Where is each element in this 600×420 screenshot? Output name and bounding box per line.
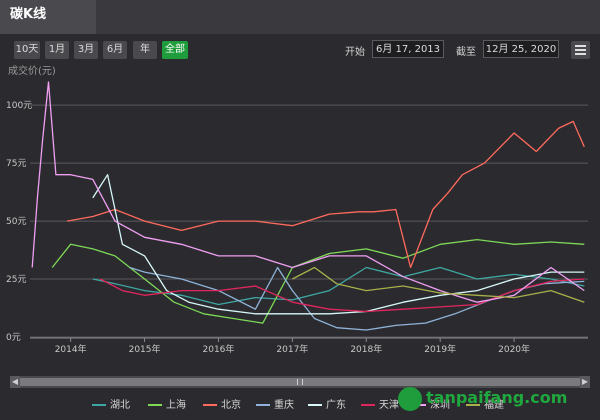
start-date-label: 开始 [345, 47, 365, 58]
x-tick-label: 2015年 [129, 343, 161, 355]
watermark-text: tanpaifang.com [426, 388, 568, 407]
legend-item-北京[interactable]: 北京 [203, 399, 241, 413]
legend-swatch [308, 404, 322, 406]
x-tick-label: 2017年 [276, 343, 308, 355]
legend-label: 重庆 [274, 400, 294, 411]
site-watermark: tanpaifang.com [398, 386, 588, 412]
legend-swatch [148, 404, 162, 406]
legend-item-福建[interactable]: 福建 [466, 399, 504, 413]
legend-label: 广东 [326, 400, 346, 411]
legend-swatch [203, 404, 217, 406]
y-tick-label: 50元 [6, 217, 26, 227]
legend-swatch [256, 404, 270, 406]
legend-item-广东[interactable]: 广东 [308, 399, 346, 413]
range-button-6m[interactable]: 6月 [103, 41, 127, 59]
scroll-right-icon[interactable]: ▶ [580, 376, 590, 388]
y-tick-label: 75元 [6, 159, 26, 169]
legend-label: 北京 [221, 400, 241, 411]
range-button-year[interactable]: 年 [133, 41, 157, 59]
legend-label: 上海 [166, 400, 186, 411]
legend-label: 深圳 [430, 400, 450, 411]
legend-swatch [466, 404, 480, 406]
range-button-10d[interactable]: 10天 [14, 41, 40, 59]
series-line-广东 [92, 174, 585, 315]
legend-label: 湖北 [110, 400, 130, 411]
menu-icon[interactable] [571, 41, 590, 59]
x-tick-label: 2019年 [424, 343, 456, 355]
scroll-grip-icon[interactable] [297, 379, 303, 385]
legend-item-重庆[interactable]: 重庆 [256, 399, 294, 413]
legend-label: 福建 [484, 400, 504, 411]
series-line-天津 [99, 278, 585, 313]
scroll-thumb[interactable] [20, 378, 580, 386]
navigator-scrollbar[interactable]: ◀ ▶ [10, 376, 590, 388]
legend-swatch [361, 404, 375, 406]
chart-title-tab[interactable]: 碳K线 [0, 0, 96, 34]
x-tick-label: 2014年 [55, 343, 87, 355]
range-button-1m[interactable]: 1月 [45, 41, 69, 59]
y-tick-label: 0元 [6, 333, 21, 343]
top-bar: 碳K线 [0, 0, 600, 34]
series-line-北京 [66, 120, 585, 269]
chart-legend: 湖北 上海 北京 重庆 广东 天津 深圳 福建 [0, 394, 600, 420]
y-tick-label: 100元 [6, 101, 32, 111]
series-line-深圳 [31, 81, 585, 303]
legend-item-湖北[interactable]: 湖北 [92, 399, 130, 413]
start-date-input[interactable]: 6月 17, 2013 [372, 40, 444, 58]
legend-swatch [92, 404, 106, 406]
price-line-chart: 0元 25元 50元 75元 100元 2014年 2015年 2016年 2017年 2018年… [6, 81, 588, 355]
y-tick-label: 25元 [6, 275, 26, 285]
series-line-福建 [292, 266, 585, 303]
x-tick-label: 2018年 [350, 343, 382, 355]
x-tick-label: 2020年 [498, 343, 530, 355]
x-tick-label: 2016年 [203, 343, 235, 355]
range-button-3m[interactable]: 3月 [74, 41, 98, 59]
y-axis-title: 成交价(元) [8, 66, 56, 77]
end-date-label: 截至 [456, 47, 476, 58]
legend-item-天津[interactable]: 天津 [361, 399, 399, 413]
series-line-湖北 [92, 266, 585, 306]
leaf-logo-icon [398, 387, 422, 411]
scroll-left-icon[interactable]: ◀ [10, 376, 20, 388]
end-date-input[interactable]: 12月 25, 2020 [483, 40, 559, 58]
legend-item-上海[interactable]: 上海 [148, 399, 186, 413]
range-button-all[interactable]: 全部 [162, 41, 188, 59]
legend-label: 天津 [379, 400, 399, 411]
